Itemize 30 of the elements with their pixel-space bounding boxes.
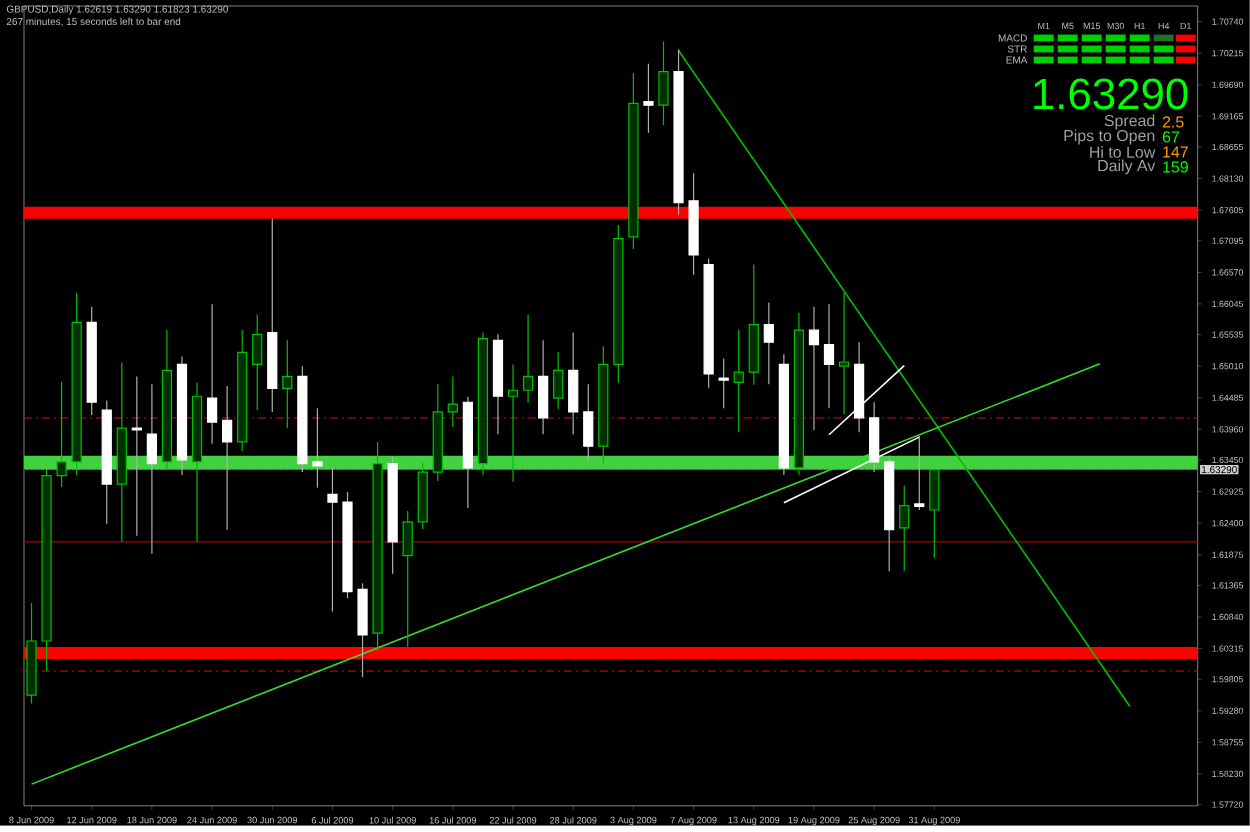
candlestick xyxy=(327,467,338,613)
candlestick xyxy=(222,385,233,531)
candlestick xyxy=(748,264,759,386)
candlestick xyxy=(522,314,534,404)
candlestick xyxy=(643,63,654,134)
candlestick xyxy=(658,40,669,126)
candlestick xyxy=(447,375,458,428)
candlestick xyxy=(402,510,413,648)
annotation: 1.63290 xyxy=(1034,78,1188,110)
candlestick xyxy=(838,292,850,416)
candlestick xyxy=(357,582,368,678)
candlestick xyxy=(733,329,744,434)
candlestick xyxy=(823,303,835,410)
candlestick xyxy=(929,469,940,559)
candlestick xyxy=(568,332,579,435)
candlestick xyxy=(808,306,820,431)
candlestick xyxy=(583,383,594,461)
candlestick xyxy=(718,357,729,410)
candlestick xyxy=(538,339,549,435)
candlestick xyxy=(553,351,564,410)
candlestick xyxy=(282,339,293,429)
candlestick xyxy=(206,303,218,445)
candlestick xyxy=(507,363,519,483)
candlestick xyxy=(763,301,774,385)
candlestick xyxy=(146,383,158,555)
candlestick xyxy=(899,485,910,572)
candlestick xyxy=(312,407,323,489)
candlestick xyxy=(252,314,263,411)
candlestick xyxy=(131,375,142,537)
candlestick xyxy=(56,381,67,488)
